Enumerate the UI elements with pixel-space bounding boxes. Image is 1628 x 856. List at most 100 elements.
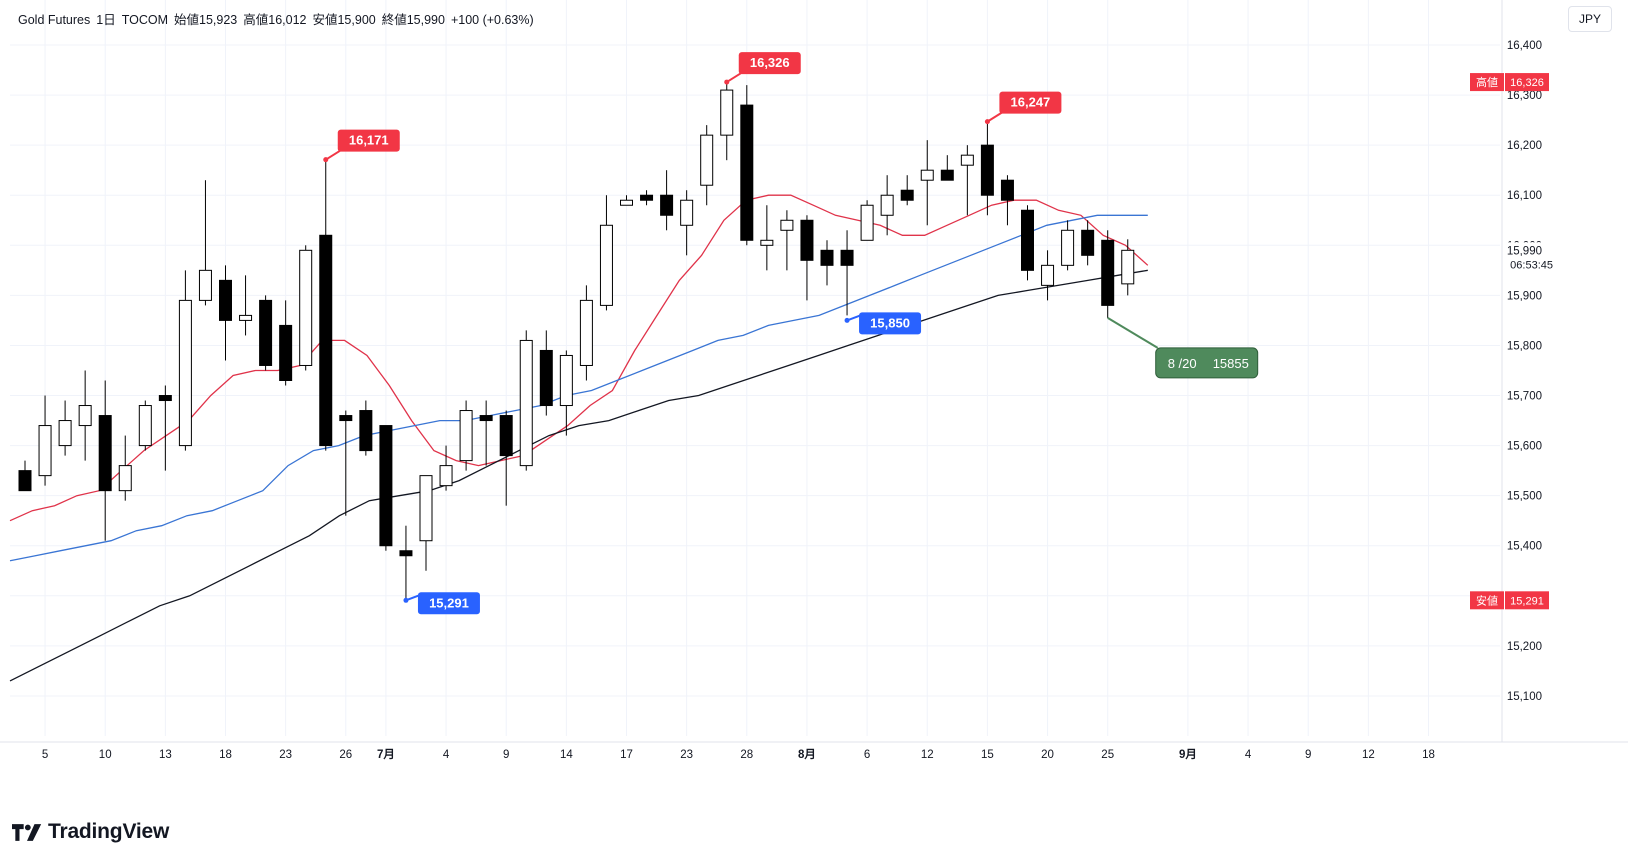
candle-body [680, 199, 694, 226]
candle-body [660, 194, 674, 216]
low-marker-dot [844, 317, 850, 323]
candle-body [700, 134, 714, 186]
candle-body [640, 194, 654, 201]
currency-button[interactable]: JPY [1568, 6, 1612, 32]
date-tick-label: 9 [503, 749, 509, 761]
candle-body [158, 395, 172, 402]
low-badge-value: 15,291 [1510, 595, 1544, 607]
low-badge-value-bg [1505, 591, 1549, 610]
high-marker-pointer [325, 148, 343, 161]
candle-body [259, 299, 273, 366]
candle-body [920, 169, 934, 181]
low-marker-box [859, 312, 922, 335]
exchange: TOCOM [121, 13, 169, 27]
low-marker-box [417, 592, 480, 615]
candle-body [800, 219, 814, 261]
price-markers: 16,171 16,326 16,247 15,291 15,850 8 /20 15855 [323, 52, 1259, 615]
candle-body [860, 204, 874, 241]
price-tick-label: 16,400 [1507, 40, 1542, 52]
ma-line-blue [9, 214, 1148, 562]
candle-body [1101, 239, 1115, 306]
candle-body [1081, 229, 1095, 256]
annotation-box [1155, 347, 1259, 379]
date-tick-label: 20 [1041, 749, 1054, 761]
annotation-date: 8 /20 [1168, 356, 1197, 371]
high-badge-name-bg [1470, 73, 1504, 92]
moving-averages [9, 194, 1149, 682]
last-price-bg [1505, 242, 1565, 273]
date-tick-label: 25 [1101, 749, 1114, 761]
annotation-pointer [1107, 317, 1159, 349]
candle-body [620, 199, 633, 206]
date-tick-label: 4 [443, 749, 450, 761]
candle-body [1021, 209, 1034, 271]
price-tick-label: 16,200 [1507, 140, 1542, 152]
candle-body [98, 415, 112, 492]
price-tick-label: 15,600 [1507, 441, 1542, 453]
low-badge-name: 安値 [1476, 593, 1498, 607]
candle-body [118, 465, 132, 492]
low-marker-dot [403, 597, 409, 603]
date-tick-label: 4 [1245, 749, 1252, 761]
price-tick-label: 16,100 [1507, 190, 1542, 202]
candle-body [579, 299, 593, 366]
candle-body [58, 420, 72, 447]
price-tick-label: 15,500 [1507, 491, 1542, 503]
candle-body [339, 415, 353, 422]
candle-body [219, 279, 232, 321]
candle-body [479, 415, 493, 422]
candle-body [599, 224, 613, 306]
candle-body [1121, 249, 1135, 285]
low-marker-label: 15,291 [429, 595, 469, 610]
high-badge-value: 16,326 [1510, 77, 1544, 89]
candle-body [379, 425, 393, 547]
change-value: +100 (+0.63%) [450, 13, 534, 27]
candle-body [1041, 264, 1055, 286]
date-tick-label: 17 [620, 749, 633, 761]
candles [18, 82, 1135, 601]
candle-body [78, 405, 92, 427]
low-marker-label: 15,850 [870, 315, 910, 330]
candle-body [1061, 229, 1075, 266]
logo-text: TradingView [48, 820, 170, 843]
candle-body [880, 194, 894, 216]
candle-body [960, 154, 974, 166]
tradingview-logo[interactable]: TradingView [12, 820, 169, 844]
candle-body [319, 234, 333, 447]
high-marker-box [999, 91, 1062, 114]
high-marker-dot [323, 157, 329, 163]
high-marker-label: 16,171 [349, 133, 389, 148]
last-price-time: 06:53:45 [1510, 259, 1553, 271]
candle-body [459, 410, 473, 462]
candle-body [539, 349, 553, 407]
high-marker-dot [984, 119, 990, 125]
symbol-name: Gold Futures [18, 13, 91, 27]
candle-body [760, 239, 774, 246]
candle-body [559, 354, 573, 407]
high-marker-label: 16,247 [1011, 95, 1051, 110]
candle-body [399, 550, 413, 557]
date-tick-label: 5 [42, 749, 48, 761]
price-tick-label: 15,700 [1507, 391, 1542, 403]
high-marker-box [337, 129, 400, 152]
price-tick-label: 15,400 [1507, 541, 1542, 553]
date-tick-label: 12 [1362, 749, 1375, 761]
price-tick-label: 15,800 [1507, 340, 1542, 352]
date-tick-label: 6 [864, 749, 870, 761]
candle-body [239, 314, 253, 321]
high-marker-dot [724, 79, 730, 85]
high-value: 高値16,012 [243, 13, 307, 27]
candle-body [439, 465, 453, 487]
candle-body [940, 169, 954, 181]
date-tick-label: 18 [1422, 749, 1435, 761]
high-badge-name: 高値 [1476, 75, 1498, 89]
candle-body [359, 410, 373, 452]
price-tick-label: 16,300 [1507, 90, 1542, 102]
candle-body [900, 189, 914, 201]
candle-body [419, 475, 433, 542]
candle-body [138, 405, 152, 447]
symbol-header: Gold Futures 1日 TOCOM 始値15,923 高値16,012 安値15,… [18, 9, 540, 28]
date-tick-label: 9 [1305, 749, 1311, 761]
